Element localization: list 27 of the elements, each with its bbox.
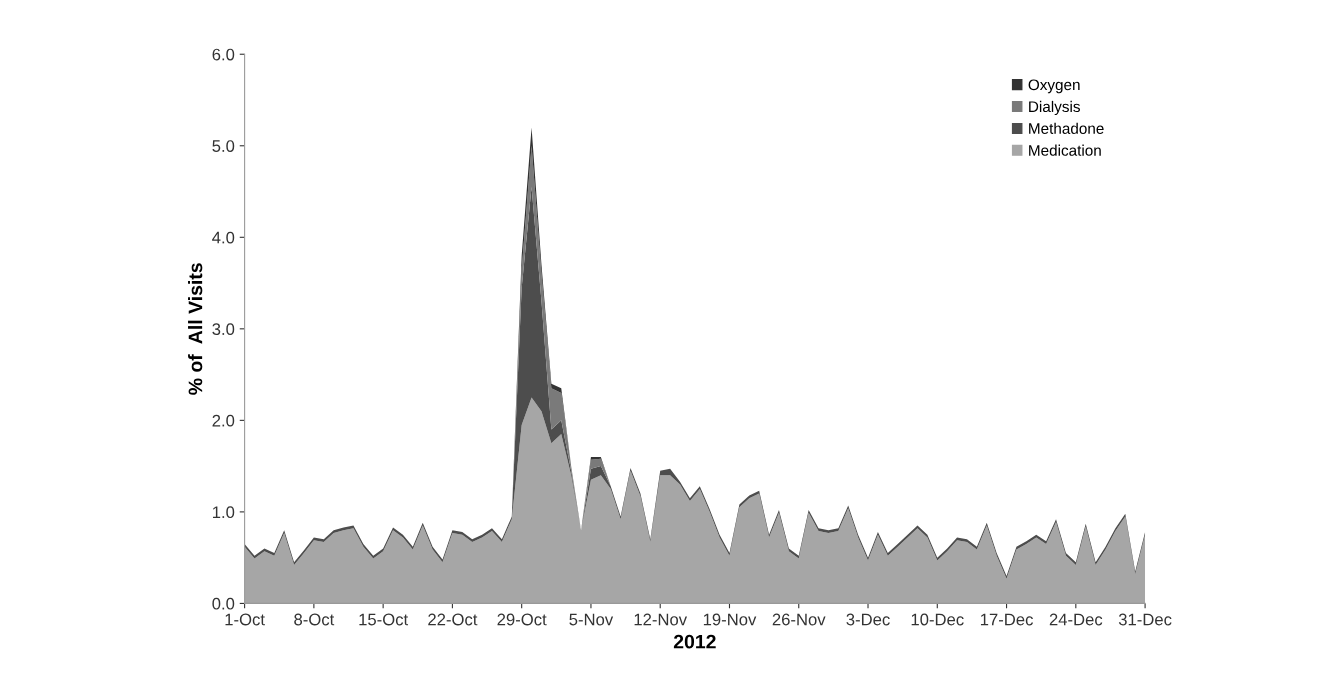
x-tick-label: 17-Dec <box>980 613 1033 626</box>
y-axis-title: % of All Visits <box>188 263 203 395</box>
x-tick-label: 12-Nov <box>634 613 688 626</box>
y-tick-label: 6.0 <box>212 48 235 61</box>
x-tick-label: 22-Oct <box>428 613 478 626</box>
x-tick-label: 26-Nov <box>772 613 826 626</box>
y-tick-label: 4.0 <box>212 231 235 244</box>
x-tick-label: 3-Dec <box>846 613 890 626</box>
legend-label: Medication <box>1029 144 1101 156</box>
x-tick-label: 29-Oct <box>497 613 547 626</box>
x-tick-label: 10-Dec <box>911 613 964 626</box>
y-tick-label: 3.0 <box>212 323 235 336</box>
legend-label: Methadone <box>1029 122 1104 134</box>
x-tick-label: 1-Oct <box>225 613 265 626</box>
x-axis-title: 2012 <box>673 634 716 649</box>
legend-label: Oxygen <box>1028 79 1080 94</box>
legend-label: Dialysis <box>1029 100 1080 116</box>
x-tick-label: 31-Dec <box>1118 613 1172 626</box>
y-tick-label: 5.0 <box>212 140 235 152</box>
x-tick-label: 8-Oct <box>294 613 335 626</box>
y-tick-label: 2.0 <box>212 414 235 427</box>
y-tick-label: 0.0 <box>212 597 235 610</box>
x-tick-label: 15-Oct <box>359 613 409 626</box>
y-tick-label: 1.0 <box>212 506 235 519</box>
x-tick-label: 5-Nov <box>569 613 614 626</box>
x-tick-label: 24-Dec <box>1049 613 1103 626</box>
x-tick-label: 19-Nov <box>703 613 757 626</box>
